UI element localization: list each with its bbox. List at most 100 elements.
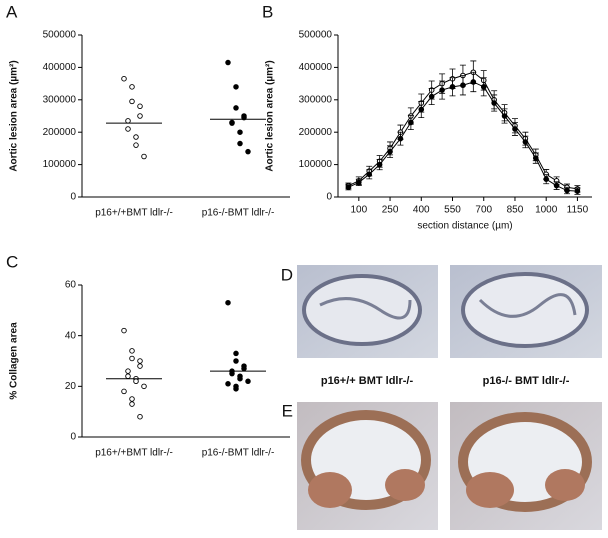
data-point xyxy=(121,388,127,395)
panel-label: C xyxy=(6,252,18,271)
y-tick-label: 300000 xyxy=(43,94,77,105)
data-point xyxy=(522,139,529,145)
data-point xyxy=(237,140,243,147)
panel-label: B xyxy=(262,2,273,21)
y-tick-label: 500000 xyxy=(43,30,77,41)
x-tick-label: 1000 xyxy=(535,205,558,216)
x-tick-label: 400 xyxy=(413,205,430,216)
panel-label: A xyxy=(6,2,18,21)
data-point xyxy=(245,148,251,155)
data-point xyxy=(241,365,247,372)
data-point xyxy=(237,129,243,135)
data-point xyxy=(137,363,143,369)
y-tick-label: 200000 xyxy=(299,127,333,138)
x-tick-label: p16+/+BMT ldlr-/- xyxy=(95,208,173,219)
x-axis-label: section distance (µm) xyxy=(417,221,512,232)
data-point xyxy=(225,381,231,387)
data-point xyxy=(397,135,404,142)
x-tick-label: 700 xyxy=(475,205,492,216)
data-point xyxy=(387,148,393,155)
y-tick-label: 100000 xyxy=(299,159,333,170)
y-tick-label: 0 xyxy=(326,192,332,203)
data-point xyxy=(133,378,139,385)
data-point xyxy=(125,126,131,132)
x-tick-label: 100 xyxy=(350,205,367,216)
image-e-right xyxy=(450,402,602,530)
data-point xyxy=(491,100,497,106)
image-d-left xyxy=(297,265,438,358)
data-point xyxy=(141,153,147,160)
y-tick-label: 0 xyxy=(70,432,76,443)
data-point xyxy=(449,84,456,90)
data-point xyxy=(564,187,570,194)
y-axis-label: % Collagen area xyxy=(9,322,20,400)
data-point xyxy=(418,106,425,113)
panel-label: E xyxy=(282,401,293,420)
data-point xyxy=(121,327,127,334)
series-line xyxy=(348,81,578,192)
panel-label: D xyxy=(281,265,293,284)
data-point xyxy=(356,179,362,186)
y-tick-label: 400000 xyxy=(43,62,77,73)
data-point xyxy=(543,176,549,182)
data-point xyxy=(225,299,231,306)
y-tick-label: 300000 xyxy=(299,94,333,105)
x-tick-label: 1150 xyxy=(567,205,589,216)
data-point xyxy=(129,98,135,105)
x-tick-label: 550 xyxy=(444,205,461,216)
data-point xyxy=(137,113,143,119)
data-point xyxy=(512,126,518,132)
data-point xyxy=(229,370,235,377)
data-point xyxy=(470,79,477,85)
data-point xyxy=(137,358,143,364)
image-d-right xyxy=(450,265,602,358)
data-point xyxy=(233,350,239,357)
data-point xyxy=(125,368,131,374)
data-point xyxy=(229,120,235,126)
data-point xyxy=(233,358,239,364)
data-point xyxy=(125,373,131,379)
y-axis-label: Aortic lesion area (µm²) xyxy=(9,60,20,171)
y-tick-label: 60 xyxy=(65,280,77,291)
y-tick-label: 20 xyxy=(65,381,77,392)
data-point xyxy=(129,84,135,90)
x-tick-label: p16+/+BMT ldlr-/- xyxy=(95,448,173,459)
data-point xyxy=(121,75,127,82)
x-tick-label: 250 xyxy=(382,205,399,216)
data-point xyxy=(129,401,135,407)
data-point xyxy=(366,171,373,178)
data-point xyxy=(574,188,581,194)
x-tick-label: p16-/-BMT ldlr-/- xyxy=(202,448,275,459)
data-point xyxy=(225,59,231,66)
y-tick-label: 0 xyxy=(70,192,76,203)
data-point xyxy=(125,118,131,124)
data-point xyxy=(237,375,243,382)
data-point xyxy=(376,161,383,168)
data-point xyxy=(408,119,414,126)
y-tick-label: 500000 xyxy=(299,30,333,41)
data-point xyxy=(553,182,560,189)
x-tick-label: p16-/-BMT ldlr-/- xyxy=(202,208,275,219)
data-point xyxy=(129,348,135,354)
data-point xyxy=(137,413,143,420)
data-point xyxy=(480,84,487,90)
y-tick-label: 100000 xyxy=(43,159,77,170)
x-tick-label: 850 xyxy=(507,205,524,216)
y-tick-label: 400000 xyxy=(299,62,333,73)
image-e-left xyxy=(297,402,438,530)
data-point xyxy=(129,396,135,402)
data-point xyxy=(233,84,239,90)
data-point xyxy=(460,82,466,89)
y-axis-label: Aortic lesion area (µm²) xyxy=(265,60,276,171)
data-point xyxy=(233,105,239,111)
data-point xyxy=(439,87,445,93)
data-point xyxy=(133,142,139,148)
data-point xyxy=(428,93,435,100)
image-caption: p16-/- BMT ldlr-/- xyxy=(483,375,570,387)
data-point xyxy=(233,386,239,392)
y-tick-label: 40 xyxy=(65,330,77,341)
y-tick-label: 200000 xyxy=(43,127,77,138)
data-point xyxy=(133,134,139,140)
data-point xyxy=(345,184,352,191)
data-point xyxy=(137,103,143,110)
